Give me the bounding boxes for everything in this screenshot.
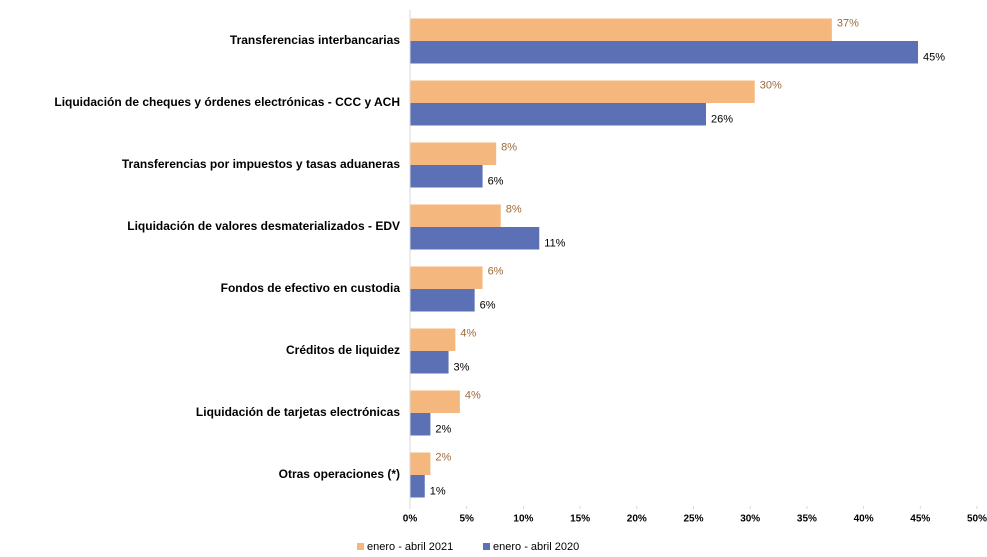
legend-swatch xyxy=(483,543,490,550)
x-tick-label: 30% xyxy=(740,514,760,525)
bar xyxy=(410,18,832,41)
x-tick-label: 5% xyxy=(459,514,474,525)
bar xyxy=(410,351,449,374)
bar xyxy=(410,452,431,475)
value-label: 26% xyxy=(711,113,733,125)
value-label: 3% xyxy=(454,361,470,373)
value-label: 6% xyxy=(480,299,496,311)
value-label: 11% xyxy=(544,237,565,249)
category-label: Liquidación de valores desmaterializados… xyxy=(127,219,400,233)
category-label: Otras operaciones (*) xyxy=(279,467,400,481)
bar xyxy=(410,328,456,351)
value-label: 6% xyxy=(488,175,504,187)
value-label: 2% xyxy=(435,451,451,463)
legend-label: enero - abril 2020 xyxy=(493,541,579,553)
value-label: 8% xyxy=(506,203,522,215)
category-label: Liquidación de cheques y órdenes electró… xyxy=(54,95,400,109)
value-label: 1% xyxy=(430,485,446,497)
x-tick-label: 40% xyxy=(854,514,874,525)
x-tick-label: 50% xyxy=(967,514,987,525)
bar xyxy=(410,390,460,413)
bar xyxy=(410,41,919,64)
category-label: Fondos de efectivo en custodia xyxy=(221,281,401,295)
category-label: Liquidación de tarjetas electrónicas xyxy=(196,405,400,419)
x-tick-label: 10% xyxy=(513,514,533,525)
bar xyxy=(410,227,540,250)
bar xyxy=(410,142,497,165)
value-label: 2% xyxy=(435,423,451,435)
x-tick-label: 15% xyxy=(570,514,590,525)
x-tick-label: 35% xyxy=(797,514,817,525)
bar xyxy=(410,80,755,103)
value-label: 4% xyxy=(460,327,476,339)
bar xyxy=(410,266,483,289)
value-label: 45% xyxy=(923,51,945,63)
bar xyxy=(410,204,501,227)
legend-swatch xyxy=(357,543,364,550)
x-tick-label: 25% xyxy=(683,514,703,525)
bar xyxy=(410,103,706,126)
x-tick-label: 45% xyxy=(910,514,930,525)
bar xyxy=(410,289,475,312)
category-label: Créditos de liquidez xyxy=(286,343,400,357)
x-tick-label: 0% xyxy=(403,514,418,525)
bar xyxy=(410,165,483,188)
legend-label: enero - abril 2021 xyxy=(367,541,453,553)
value-label: 4% xyxy=(465,389,481,401)
bar xyxy=(410,413,431,436)
value-label: 6% xyxy=(488,265,504,277)
value-label: 8% xyxy=(501,141,517,153)
value-label: 30% xyxy=(760,79,782,91)
value-label: 37% xyxy=(837,17,859,29)
category-label: Transferencias por impuestos y tasas adu… xyxy=(122,157,400,171)
x-tick-label: 20% xyxy=(627,514,647,525)
bar xyxy=(410,475,425,498)
category-label: Transferencias interbancarias xyxy=(230,33,400,47)
